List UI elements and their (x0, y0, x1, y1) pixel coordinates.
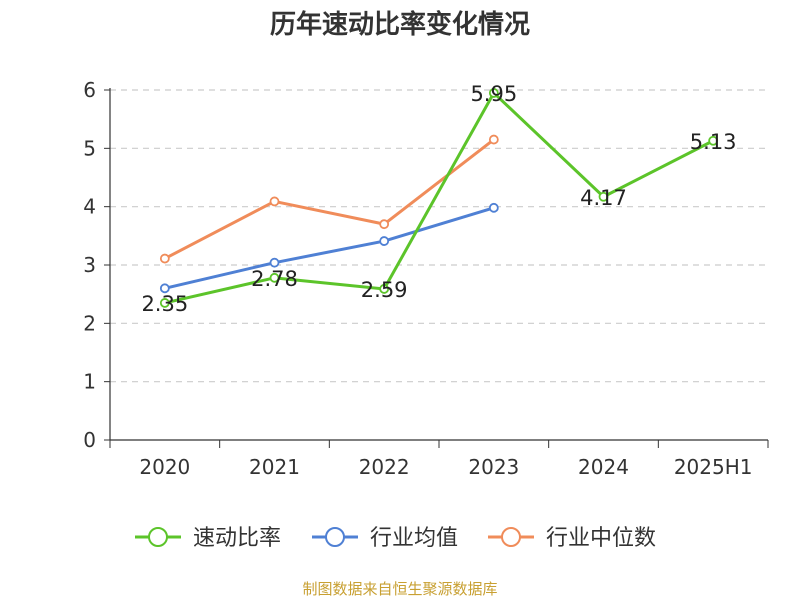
data-point (159, 298, 170, 308)
y-tick-label: 4 (83, 195, 96, 219)
series-line (164, 91, 714, 305)
x-tick-label: 2024 (578, 455, 629, 479)
x-tick-label: 2021 (249, 455, 300, 479)
data-label: 2.78 (251, 267, 298, 291)
data-label: 5.95 (470, 82, 517, 106)
x-tick-label: 2025H1 (674, 455, 753, 479)
data-point (269, 196, 280, 207)
legend-label: 速动比率 (193, 526, 281, 551)
data-point (379, 284, 390, 294)
series-line (164, 138, 495, 260)
data-label: 4.17 (580, 186, 627, 210)
data-label: 2.35 (141, 292, 188, 316)
data-point (379, 236, 390, 246)
y-tick-label: 5 (83, 136, 96, 160)
y-tick-label: 2 (83, 311, 96, 335)
legend-label: 行业均值 (370, 526, 458, 551)
data-point (488, 88, 499, 98)
y-tick-label: 0 (83, 428, 96, 452)
y-tick-label: 1 (83, 370, 96, 394)
y-tick-label: 6 (83, 78, 96, 102)
legend-marker (148, 527, 168, 547)
x-tick-label: 2023 (468, 455, 519, 479)
data-point (708, 135, 719, 146)
legend-marker (501, 527, 521, 547)
data-label: 2.59 (361, 278, 408, 302)
data-label: 5.13 (690, 130, 737, 154)
data-point (488, 202, 499, 213)
series-line (164, 206, 495, 290)
data-point (598, 191, 609, 202)
data-point (159, 253, 170, 264)
data-point (269, 257, 280, 268)
x-tick-label: 2022 (359, 455, 410, 479)
data-point (379, 219, 390, 230)
chart-title: 历年速动比率变化情况 (269, 10, 530, 40)
data-point (488, 134, 499, 145)
x-tick-label: 2020 (139, 455, 190, 479)
data-source-note: 制图数据来自恒生聚源数据库 (302, 580, 498, 598)
legend-label: 行业中位数 (546, 526, 656, 551)
legend-marker (325, 527, 345, 547)
data-point (269, 272, 280, 283)
data-point (159, 283, 170, 294)
y-tick-label: 3 (83, 253, 96, 277)
